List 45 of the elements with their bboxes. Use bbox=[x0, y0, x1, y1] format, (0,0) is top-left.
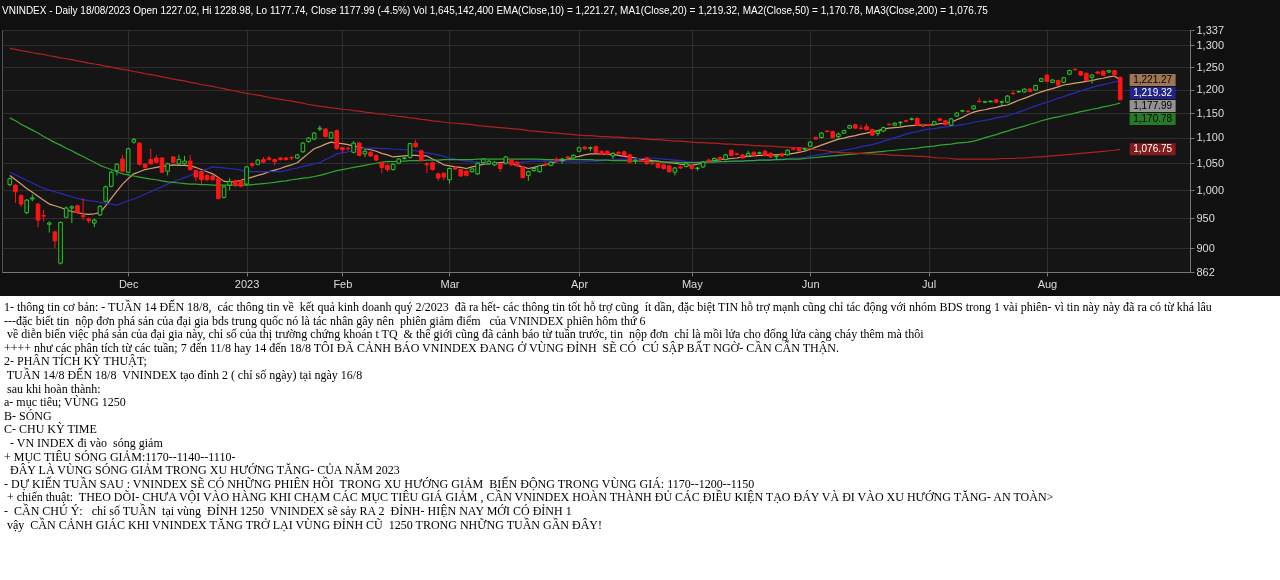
x-tick-label: Apr bbox=[571, 277, 589, 290]
x-tick-label: Aug bbox=[1037, 277, 1058, 290]
candlestick bbox=[717, 155, 723, 162]
x-tick-label: Jun bbox=[801, 277, 820, 290]
line-series bbox=[9, 102, 1121, 186]
y-tick-label: 950 bbox=[1196, 211, 1215, 224]
y-tick-label: 1,300 bbox=[1196, 38, 1225, 51]
x-tick-label: 2023 bbox=[234, 277, 260, 290]
x-tick-label: Dec bbox=[118, 277, 139, 290]
candlestick bbox=[13, 183, 18, 204]
y-tick-label: 862 bbox=[1196, 265, 1215, 278]
text: a- mục tiêu; VÙNG 1250 bbox=[4, 395, 127, 410]
y-tick-label: 1,150 bbox=[1196, 106, 1225, 119]
data-label: 1,170.78 bbox=[1133, 112, 1173, 124]
y-tick-label: 1,050 bbox=[1196, 156, 1225, 169]
text: - VN INDEX đi vào sóng giảm bbox=[9, 435, 163, 451]
text: + MỤC TIÊU SÓNG GIẢM:1170--1140--1110- bbox=[4, 449, 236, 464]
text: vậy CẦN CẢNH GIÁC KHI VNINDEX TĂNG TRỞ LẠI VÙNG ĐỈNH CŨ 1250 TRONG NHỮNG TUẦN GẦN ĐÂY! bbox=[6, 517, 603, 533]
text: ---đặc biết tin nộp đơn phá sản của đại gia bds trung quốc nó là tác nhân gây nên phiên giảm điểm của VNINDEX phiên hôm thứ 6 bbox=[4, 313, 647, 329]
candlestick bbox=[1089, 73, 1095, 85]
y-tick-label: 1,100 bbox=[1196, 131, 1225, 144]
y-tick-label: 1,250 bbox=[1196, 60, 1225, 73]
text: sau khi hoàn thành: bbox=[6, 381, 102, 396]
text: 1,177.99 bbox=[1133, 99, 1173, 111]
candlestick bbox=[362, 148, 368, 158]
y-tick-label: 1,337 bbox=[1196, 23, 1225, 36]
text: ++++ như các phân tích từ các tuần; 7 đến 11/8 hay 14 đến 18/8 TÔI ĐÃ CẢNH BÁO VNINDEX ĐANG Ở VÙNG ĐỈNH SẼ CÓ CÚ SẬP BẤT NGỜ- CẦN CẨN THẬN. bbox=[4, 340, 839, 355]
data-label: 1,219.32 bbox=[1133, 86, 1173, 98]
text: C- CHU KỲ TIME bbox=[4, 422, 98, 437]
x-tick-label: Mar bbox=[440, 277, 460, 290]
data-label: 1,221.27 bbox=[1133, 73, 1173, 85]
candlestick bbox=[1117, 75, 1123, 101]
data-label: 1,076.75 bbox=[1133, 143, 1173, 155]
x-tick-label: Feb bbox=[333, 277, 353, 290]
x-tick-label: Jul bbox=[922, 277, 937, 290]
line-series bbox=[9, 47, 1121, 160]
text: B- SÓNG bbox=[4, 408, 52, 423]
chart-title: VNINDEX - Daily 18/08/2023 Open 1227.02, Hi 1228.98, Lo 1177.74, Close 1177.99 (-4.5%) Vol 1,645,142,400 EMA(Close,10) = 1,221.27, MA1(Close,20) = 1,219.32, MA2(Close,50) = 1,170.78, MA3(Close,200) = 1,076.75 bbox=[2, 5, 989, 16]
text: TUẦN 14/8 ĐẾN 18/8 VNINDEX tạo đỉnh 2 ( chỉ số ngày) tại ngày 16/8 bbox=[5, 367, 364, 383]
candlestick bbox=[80, 197, 86, 221]
y-tick-label: 1,200 bbox=[1196, 83, 1225, 96]
text: 1- thông tin cơ bản: - TUẦN 14 ĐẾN 18/8, các thông tin về kết quả kinh doanh quý 2/2023 đã ra hết- các thông tin tốt hỗ trợ cũng ít dần, đặc biệt TIN hỗ trợ mạnh cũng chỉ tác động với nhóm BDS trong 1 vài phiên- vì tin này này đã ra có từ khá lâu bbox=[4, 300, 1213, 315]
y-tick-label: 1,000 bbox=[1196, 183, 1225, 196]
x-tick-label: May bbox=[681, 277, 704, 290]
y-tick-label: 900 bbox=[1196, 241, 1215, 254]
